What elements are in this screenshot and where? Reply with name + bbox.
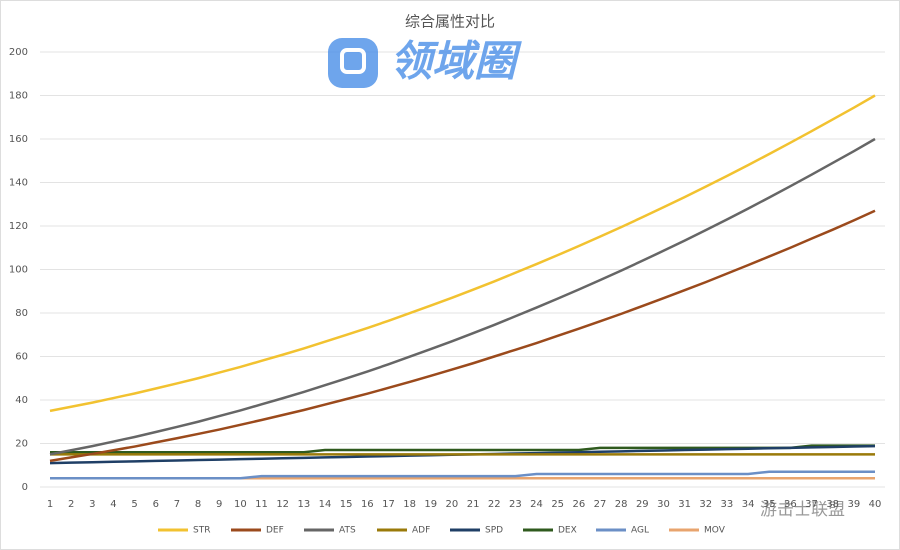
x-tick-label: 5 [131,499,137,510]
x-tick-label: 13 [297,499,310,510]
x-tick-label: 23 [509,499,522,510]
y-tick-label: 40 [15,395,28,406]
x-tick-label: 35 [763,499,776,510]
x-tick-label: 17 [382,499,395,510]
logo-watermark: 领域圈 [328,37,522,88]
x-tick-label: 10 [234,499,247,510]
chart-title: 综合属性对比 [405,13,495,31]
series-line [49,137,876,456]
x-tick-label: 22 [488,499,501,510]
x-tick-label: 18 [403,499,416,510]
x-tick-label: 29 [636,499,649,510]
corner-watermark: 游击士联盟 [760,500,845,520]
x-tick-label: 38 [826,499,839,510]
x-tick-label: 37 [805,499,818,510]
logo-text: 领域圈 [390,37,522,86]
x-tick-label: 4 [110,499,116,510]
x-tick-label: 11 [255,499,268,510]
x-tick-label: 31 [678,499,691,510]
x-tick-label: 34 [742,499,755,510]
x-tick-label: 7 [174,499,180,510]
x-tick-label: 25 [551,499,564,510]
series-line [49,94,876,413]
legend-label: AGL [631,526,649,536]
y-tick-label: 20 [15,439,28,450]
y-tick-label: 60 [15,352,28,363]
legend-label: SPD [485,526,503,536]
x-tick-label: 27 [594,499,607,510]
logo-icon-inner [340,48,366,74]
x-tick-label: 3 [89,499,95,510]
x-tick-label: 2 [68,499,74,510]
x-tick-label: 1 [47,499,53,510]
x-tick-label: 14 [319,499,332,510]
y-tick-label: 80 [15,308,28,319]
legend-label: ADF [412,526,430,536]
x-tick-label: 6 [153,499,159,510]
x-tick-label: 39 [847,499,860,510]
x-tick-label: 12 [276,499,289,510]
y-tick-label: 160 [9,134,28,145]
legend-label: MOV [704,526,726,536]
x-tick-label: 19 [424,499,437,510]
x-tick-label: 20 [446,499,459,510]
legend-label: DEX [558,526,577,536]
x-tick-label: 40 [869,499,882,510]
x-tick-label: 32 [699,499,712,510]
legend-label: ATS [339,526,356,536]
x-tick-label: 28 [615,499,628,510]
series-line [50,470,875,480]
y-tick-label: 120 [9,221,28,232]
x-tick-label: 16 [361,499,374,510]
x-tick-label: 15 [340,499,353,510]
x-tick-label: 30 [657,499,670,510]
x-tick-label: 21 [467,499,480,510]
x-tick-label: 33 [721,499,734,510]
y-tick-label: 140 [9,178,28,189]
legend-label: STR [193,526,210,536]
y-tick-label: 200 [9,47,28,58]
series-line [49,209,876,463]
x-tick-label: 9 [216,499,222,510]
x-tick-label: 24 [530,499,543,510]
x-tick-label: 8 [195,499,201,510]
y-tick-label: 0 [22,482,28,493]
legend-label: DEF [266,526,284,536]
x-tick-label: 36 [784,499,797,510]
y-tick-label: 180 [9,91,28,102]
logo-icon [328,38,378,88]
y-tick-label: 100 [9,265,28,276]
x-tick-label: 26 [572,499,585,510]
